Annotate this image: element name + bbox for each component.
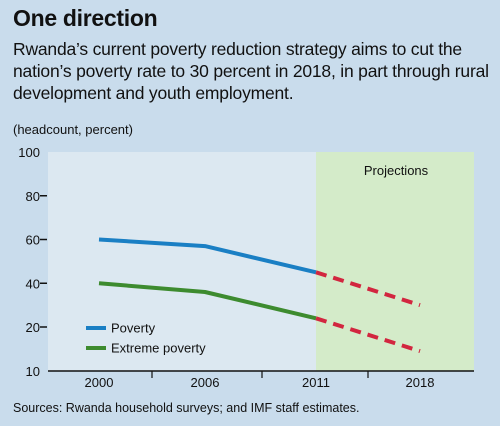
- x-tick-label: 2011: [302, 375, 330, 390]
- extreme-poverty-line: [98, 281, 317, 321]
- series-lines: [98, 237, 421, 354]
- projection-area: [316, 152, 474, 371]
- chart-title: One direction: [13, 5, 158, 31]
- legend-label-extreme-poverty: Extreme poverty: [111, 341, 206, 356]
- legend: Poverty Extreme poverty: [86, 321, 206, 356]
- y-tick-label: 40: [26, 276, 40, 291]
- y-tick-label: 60: [26, 233, 40, 248]
- x-tick-label: 2006: [191, 375, 220, 390]
- x-tick-label: 2000: [85, 375, 114, 390]
- y-tick-label: 100: [18, 145, 40, 160]
- y-axis: 100 80 60 40 20 10: [18, 145, 47, 379]
- source-note: Sources: Rwanda household surveys; and I…: [13, 401, 360, 415]
- y-axis-unit-label: (headcount, percent): [13, 122, 133, 137]
- x-tick-label: 2018: [406, 375, 435, 390]
- y-tick-label: 10: [26, 364, 40, 379]
- poverty-line: [98, 237, 317, 275]
- y-tick-label: 20: [26, 320, 40, 335]
- legend-label-poverty: Poverty: [111, 321, 156, 336]
- y-tick-label: 80: [26, 189, 40, 204]
- poverty-projection-line: [315, 270, 421, 308]
- projection-label: Projections: [364, 163, 429, 178]
- extreme-poverty-projection-line: [315, 316, 421, 354]
- chart-subtitle: Rwanda’s current poverty reduction strat…: [13, 39, 489, 103]
- x-axis: 2000 2006 2011 2018: [48, 370, 474, 390]
